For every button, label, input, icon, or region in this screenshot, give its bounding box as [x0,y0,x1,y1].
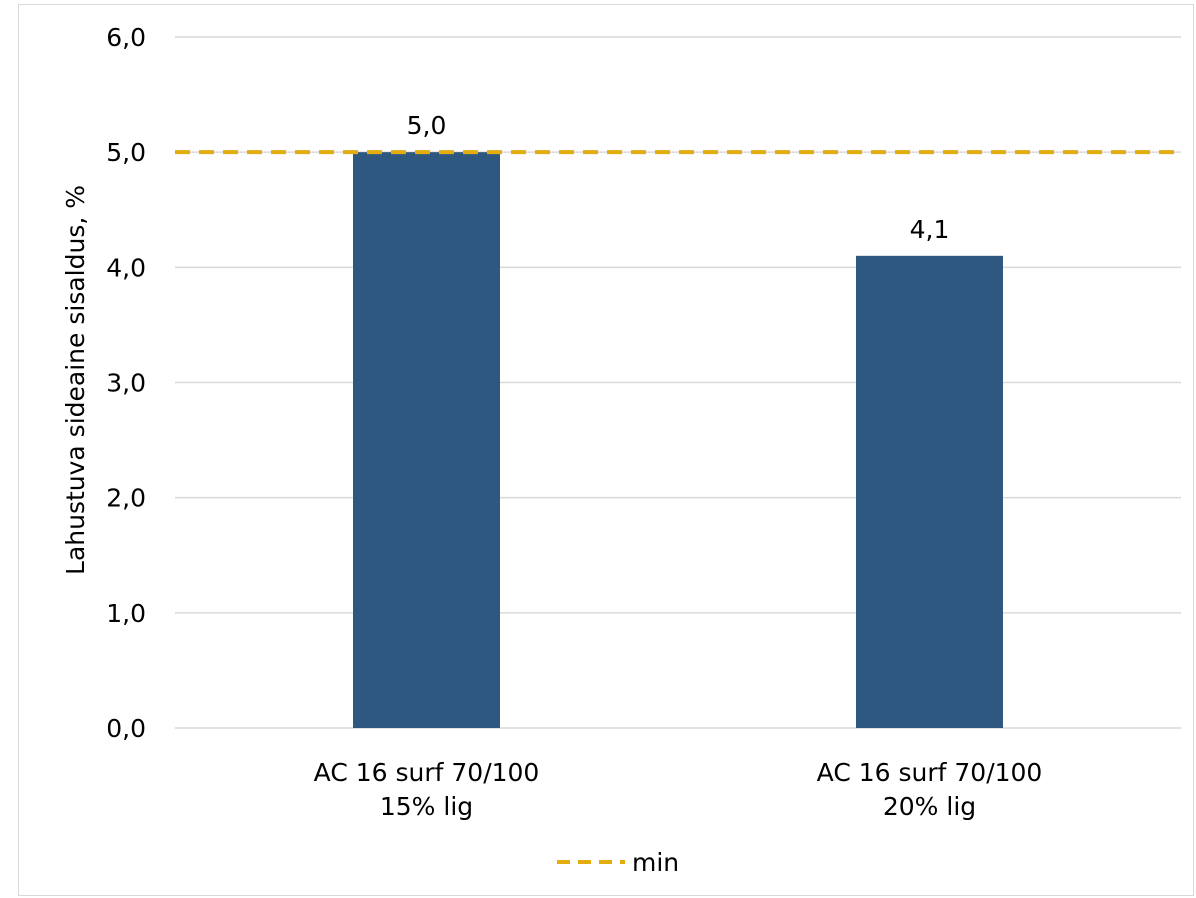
x-tick-label: 20% lig [883,792,976,821]
y-tick-label: 1,0 [106,599,146,628]
y-tick-label: 6,0 [106,23,146,52]
y-tick-label: 3,0 [106,369,146,398]
labels: 0,0 1,0 2,0 3,0 4,0 5,0 6,0 5,0 AC 16 surf 70/10… [106,23,1042,821]
data-label: 5,0 [407,111,447,140]
y-tick-label: 4,0 [106,253,146,282]
bar [353,152,500,728]
x-tick-label: AC 16 surf 70/100 [314,758,540,787]
y-tick-label: 5,0 [106,138,146,167]
legend[interactable]: min [557,848,679,877]
y-tick-label: 0,0 [106,714,146,743]
bars [353,152,1003,729]
bar [856,255,1003,729]
y-tick-label: 2,0 [106,484,146,513]
gridlines [175,36,1181,729]
y-axis-title: Lahustuva sideaine sisaldus, % [61,185,90,575]
data-label: 4,1 [910,215,950,244]
legend-label-min: min [632,848,679,877]
x-tick-label: AC 16 surf 70/100 [817,758,1043,787]
x-tick-label: 15% lig [380,792,473,821]
